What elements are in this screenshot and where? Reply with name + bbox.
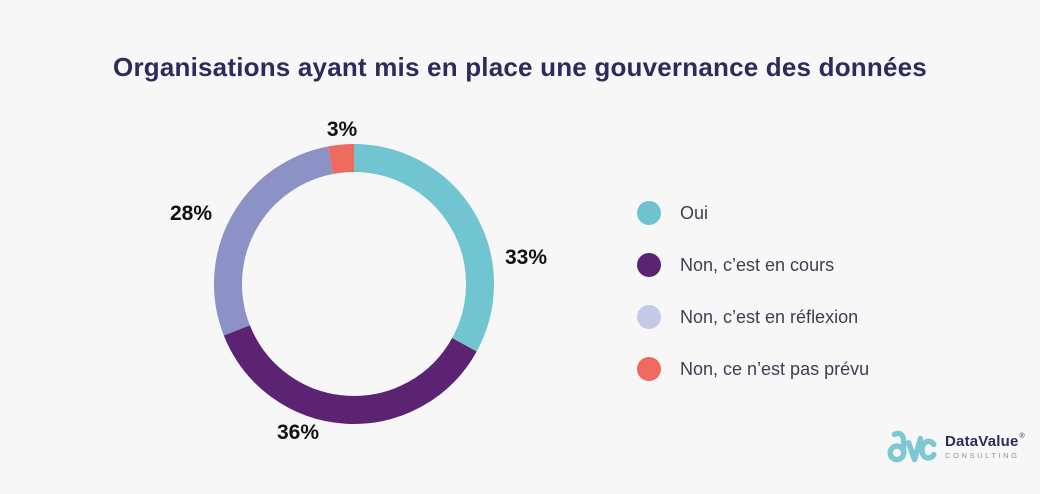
donut-segment-1 [223,325,477,424]
pct-label-oui: 33% [504,246,548,269]
registered-trademark-symbol: ® [1019,433,1025,441]
legend-label: Non, c’est en cours [680,254,835,275]
datavalue-monogram-icon [887,430,937,463]
donut-chart [214,144,494,424]
chart-title: Organisations ayant mis en place une gou… [113,52,927,82]
chart-legend: Oui Non, c’est en cours Non, c’est en ré… [637,187,869,395]
legend-label: Non, ce n’est pas prévu [680,358,870,379]
legend-dot-oui [637,201,661,225]
logo-text: DataValue ® CONSULTING [945,433,1025,461]
pct-label-non-en-cours: 36% [276,421,320,444]
legend-dot-non-pas-prevu [637,357,661,381]
donut-segment-3 [327,144,355,175]
donut-segment-2 [214,146,334,336]
donut-segment-0 [353,144,494,352]
legend-label: Non, c’est en réflexion [680,306,859,327]
legend-label: Oui [680,202,709,223]
logo-brand-name: DataValue [945,433,1019,451]
legend-item-oui: Oui [637,187,869,239]
legend-dot-non-en-reflexion [637,305,661,329]
pct-label-non-en-reflexion: 28% [169,202,213,225]
legend-item-non-pas-prevu: Non, ce n’est pas prévu [637,343,869,395]
legend-item-non-en-reflexion: Non, c’est en réflexion [637,291,869,343]
legend-dot-non-en-cours [637,253,661,277]
logo-subtitle: CONSULTING [945,451,1020,461]
datavalue-logo: DataValue ® CONSULTING [886,428,1025,466]
pct-label-non-pas-prevu: 3% [326,118,358,141]
legend-item-non-en-cours: Non, c’est en cours [637,239,869,291]
